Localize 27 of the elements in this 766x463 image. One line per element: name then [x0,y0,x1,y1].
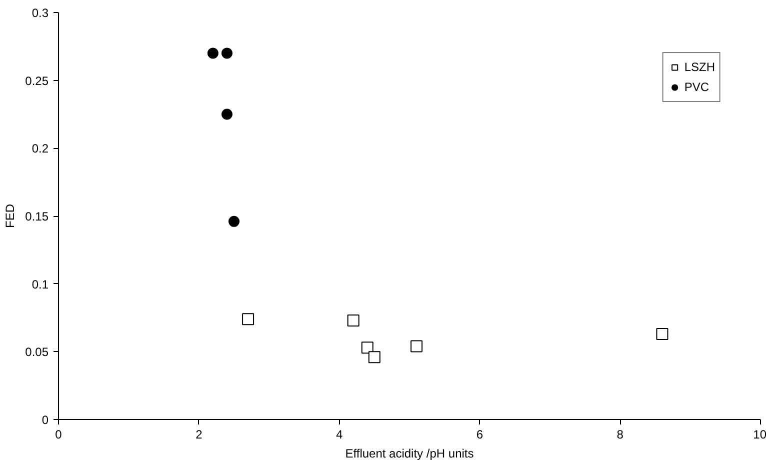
x-axis-title: Effluent acidity /pH units [345,446,474,460]
x-tick-label: 6 [476,428,484,442]
x-tick-label: 0 [55,428,62,442]
y-tick-label: 0.25 [25,74,49,88]
y-tick-label: 0 [42,413,49,427]
point [347,314,360,326]
point [242,313,254,326]
point [361,342,374,354]
point [221,48,232,59]
point [368,351,380,364]
y-tick-label: 0.15 [25,210,49,224]
point [228,216,240,227]
y-tick-label: 0.1 [32,277,49,292]
y-tick-label: 0.05 [25,345,49,360]
point [221,108,232,120]
y-tick-label: 0.3 [32,6,49,20]
x-tick-label: 10 [753,428,766,442]
point [656,328,668,340]
legend-label: PVC [684,80,709,94]
y-axis-title: FED [3,204,18,228]
point [410,340,423,352]
x-tick-label: 4 [336,428,343,442]
x-tick-label: 8 [616,428,624,442]
x-tick-label: 2 [196,428,203,442]
point [207,48,218,59]
y-tick-label: 0.2 [32,142,49,156]
legend-label: LSZH [684,60,715,74]
